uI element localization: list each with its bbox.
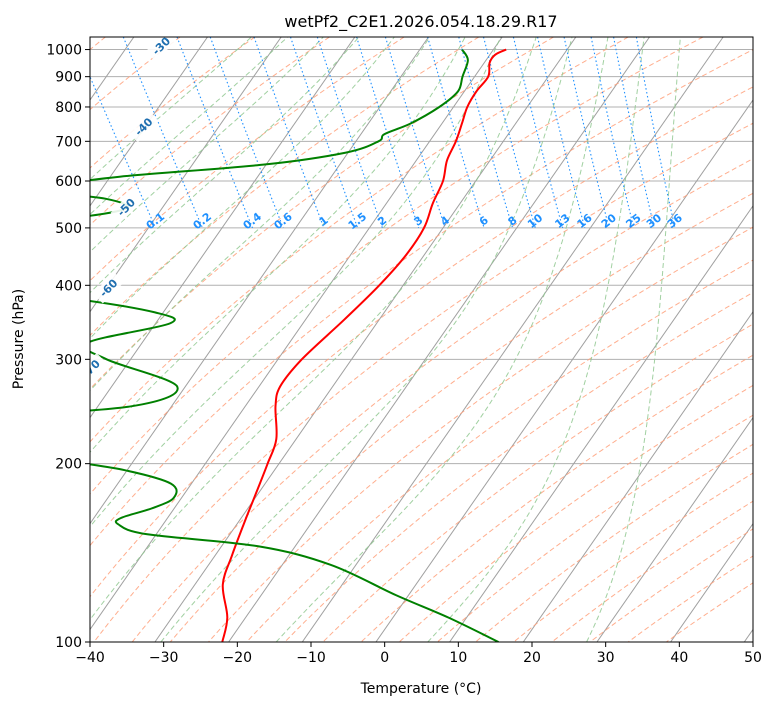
x-tick-label: 40 [670,650,688,666]
isotherm-label-backdrop [128,111,160,143]
mixing-ratio-line [316,37,383,229]
y-tick-label: 400 [55,278,82,294]
dry-adiabat [90,49,753,547]
isotherm-label-backdrop [92,272,125,304]
moist-adiabat [90,37,360,294]
series-layer [90,48,507,642]
mixing-ratio-line [458,37,514,229]
dry-adiabat [93,122,753,642]
mixing-ratio-line [289,37,359,229]
mixing-ratio-line [563,37,610,229]
dry-adiabat [360,354,753,642]
moist-adiabat [160,37,573,642]
y-tick-label: 200 [55,457,82,473]
isotherm-line [375,99,753,642]
chart-title: wetPf2_C2E1.2026.054.18.29.R17 [284,12,557,32]
moist-adiabat [586,37,681,642]
moist-adiabat [90,37,324,253]
x-axis-label: Temperature (°C) [360,681,482,697]
dry-adiabat [208,226,753,642]
x-tick-label: −20 [223,650,253,666]
moist-adiabat [90,37,252,181]
dry-adiabat [90,37,480,337]
mixing-ratio-line [427,37,485,229]
mixing-ratio-line [253,37,325,229]
moist-adiabat [90,37,431,392]
moist-adiabat [275,37,609,642]
dry-adiabat [90,37,629,443]
plot-frame [89,36,754,643]
moist-adiabat [90,37,395,340]
x-tick-label: 20 [523,650,541,666]
y-tick-label: 900 [55,70,82,86]
dry-adiabat [475,443,753,642]
y-tick-label: 800 [55,100,82,116]
dry-adiabat [398,384,753,642]
isotherm-line [90,37,429,525]
axes-layer: −40 −30 −20 −10 0 10 20 30 40 50 100 200 300 400 500 60… [46,43,762,666]
x-tick-label: 50 [744,650,762,666]
mixing-ratio-line [512,37,564,229]
isotherm-line [596,416,753,642]
y-axis-label: Pressure (hPa) [11,289,27,389]
dry-adiabat [551,500,753,642]
mixing-ratio-line [482,37,536,229]
x-tick-label: 10 [449,650,467,666]
moist-adiabat [90,37,466,453]
y-tick-label: 1000 [46,43,82,59]
temperature-profile-line [221,48,507,642]
mixing-ratio-line [90,75,157,229]
dry-adiabat [437,414,753,642]
isotherm-line [154,37,577,642]
mixing-ratio-line [613,37,655,229]
mixing-ratio-line [590,37,635,229]
mixing-ratio-layer [90,37,676,229]
isotherm-line [90,37,356,419]
isotherm-label-backdrop [110,191,142,223]
moist-adiabat [91,37,537,618]
mixing-ratio-line [537,37,586,229]
isotherm-line [228,37,650,642]
mixing-ratio-line [122,37,204,229]
dry-adiabat [90,37,704,495]
dry-adiabat [169,192,753,642]
dry-adiabat [322,323,753,642]
isotherm-line [670,522,753,642]
isotherm-line [522,310,753,642]
dry-adiabat [90,37,330,226]
y-tick-label: 100 [55,635,82,651]
y-tick-label: 600 [55,174,82,190]
x-tick-label: 0 [380,650,389,666]
isotherm-line [90,37,282,313]
moist-adiabat [90,37,288,216]
y-tick-label: 300 [55,352,82,368]
isotherm-line [90,37,503,631]
dry-adiabat [90,37,405,282]
mixing-ratio-line [384,37,446,229]
y-tick-label: 700 [55,134,82,150]
dry-adiabat [90,86,753,598]
x-tick-label: −40 [75,650,105,666]
moist-adiabat [90,37,502,528]
dry-adiabat [589,528,753,642]
y-tick-label: 500 [55,221,82,237]
dewpoint-profile-line [90,49,499,642]
isotherm-label-backdrop [145,37,177,62]
dry-adiabat [90,37,256,169]
x-tick-label: −10 [296,650,326,666]
x-tick-label: −30 [149,650,179,666]
mixing-ratio-line [635,37,676,229]
dry-adiabat [284,291,753,642]
x-tick-label: 30 [597,650,615,666]
isotherm-label-backdrop [90,352,107,385]
